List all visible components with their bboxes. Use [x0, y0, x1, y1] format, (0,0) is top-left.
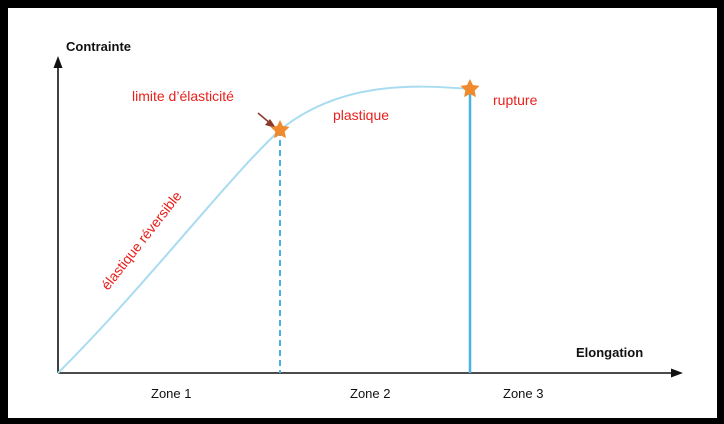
stress-strain-diagram: Contrainte Elongation limite d’élasticit…	[53, 39, 683, 401]
elastic-limit-pointer-head	[265, 119, 276, 128]
rupture-label: rupture	[493, 92, 538, 108]
x-axis-label: Elongation	[576, 345, 643, 360]
elastic-limit-label: limite d’élasticité	[132, 88, 234, 104]
y-axis-label: Contrainte	[66, 39, 131, 54]
zone-1-label: Zone 1	[151, 386, 191, 401]
star-icon	[460, 79, 480, 98]
plastic-label: plastique	[333, 107, 389, 123]
stress-strain-curve	[57, 85, 471, 374]
elastic-reversible-label: élastique réversible	[98, 188, 185, 293]
x-axis-arrowhead	[671, 368, 683, 378]
zone-2-label: Zone 2	[350, 386, 390, 401]
zone-3-label: Zone 3	[503, 386, 543, 401]
diagram-frame: Contrainte Elongation limite d’élasticit…	[8, 8, 717, 418]
y-axis-arrowhead	[53, 56, 63, 68]
star-icon	[270, 120, 290, 139]
